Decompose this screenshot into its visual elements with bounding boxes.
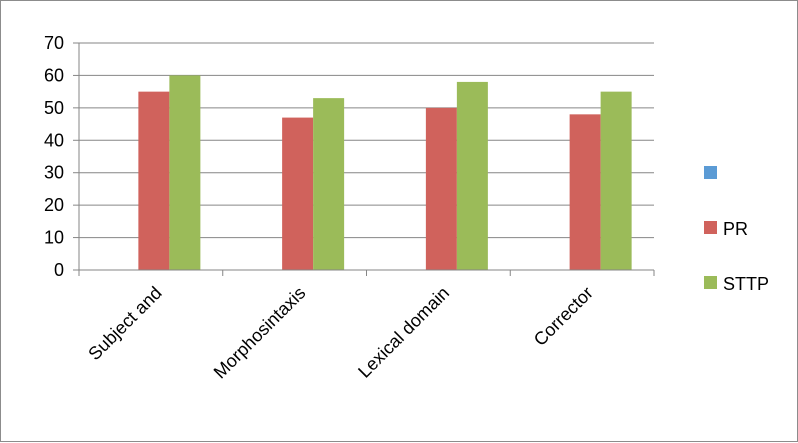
y-axis-tick-labels: 0 10 20 30 40 50 60 70: [44, 33, 64, 280]
bar-pr-4: [569, 114, 601, 270]
y-tick-label: 50: [44, 98, 64, 118]
x-tick-label: Corrector: [530, 283, 597, 350]
legend-swatch-sttp: [704, 276, 717, 289]
axes: [73, 42, 655, 276]
x-tick-label: Subject and: [84, 283, 165, 364]
x-tick-label: Morphosintaxis: [210, 283, 310, 383]
legend-swatch-series-1: [704, 166, 717, 179]
y-tick-label: 30: [44, 163, 64, 183]
y-tick-label: 0: [54, 260, 64, 280]
legend-swatch-pr: [704, 221, 717, 234]
legend: PR STTP: [704, 166, 769, 294]
x-axis-tick-labels: Subject and Morphosintaxis Lexical domain C…: [84, 283, 597, 383]
y-tick-label: 40: [44, 130, 64, 150]
bar-pr-1: [138, 91, 170, 271]
x-tick-label: Lexical domain: [354, 283, 453, 382]
bar-sttp-2: [313, 98, 345, 270]
y-tick-label: 10: [44, 228, 64, 248]
bars: [138, 75, 632, 271]
bar-sttp-4: [600, 91, 632, 271]
legend-label-pr: PR: [723, 219, 748, 239]
bar-pr-2: [282, 117, 314, 270]
y-tick-label: 70: [44, 33, 64, 53]
y-tick-label: 20: [44, 195, 64, 215]
bar-pr-3: [425, 107, 457, 270]
legend-label-sttp: STTP: [723, 274, 769, 294]
bar-sttp-1: [169, 75, 201, 270]
y-tick-label: 60: [44, 65, 64, 85]
bar-sttp-3: [456, 81, 488, 271]
